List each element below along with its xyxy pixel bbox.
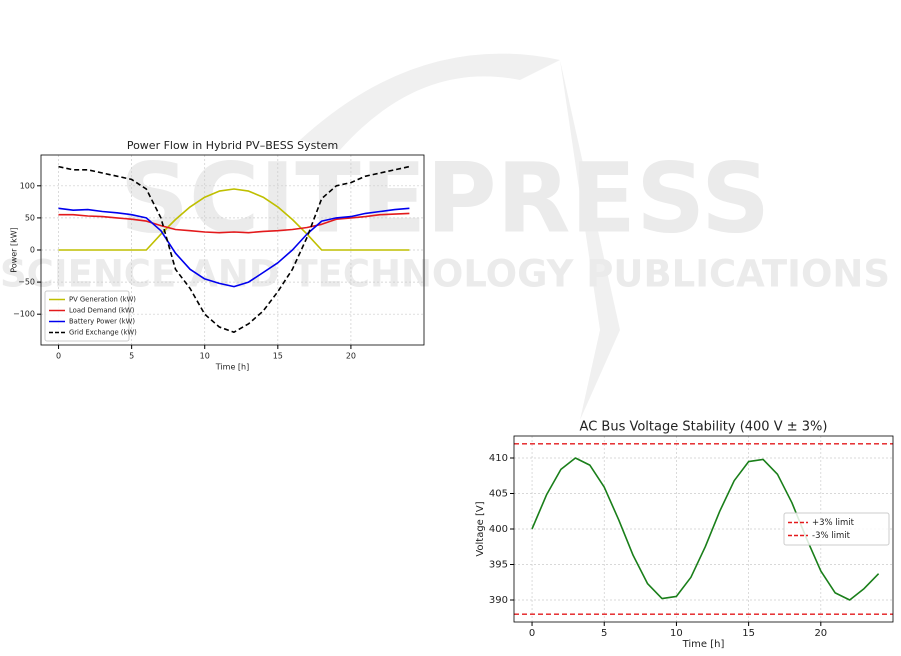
watermark-subtitle: SCIENCE AND TECHNOLOGY PUBLICATIONS — [0, 253, 890, 296]
series-line — [58, 165, 410, 333]
y-tick-label: 395 — [489, 559, 508, 570]
y-axis-label: Power [kW] — [9, 227, 18, 273]
legend-label: Load Demand (kW) — [69, 307, 135, 315]
series-line — [531, 457, 880, 601]
legend: +3% limit -3% limit — [783, 512, 890, 546]
series-line — [58, 212, 410, 234]
y-tick-label: 50 — [25, 213, 35, 222]
plot-frame — [513, 435, 894, 623]
watermark-logo — [560, 60, 620, 420]
x-tick-label: 5 — [601, 628, 607, 639]
watermark-title: SCITEPRESS — [120, 142, 770, 254]
plot-frame — [40, 154, 425, 346]
legend-label: +3% limit — [812, 518, 855, 528]
watermark: SCITEPRESS SCIENCE AND TECHNOLOGY PUBLIC… — [0, 53, 890, 420]
legend-label: -3% limit — [812, 531, 851, 541]
legend-label: Grid Exchange (kW) — [69, 329, 137, 337]
x-tick-label: 10 — [670, 628, 683, 639]
series-line — [58, 207, 410, 288]
series-line — [58, 188, 410, 251]
legend-label: Battery Power (kW) — [69, 318, 135, 326]
watermark-logo — [300, 53, 560, 150]
y-tick-label: 405 — [489, 489, 508, 500]
y-tick-label: 390 — [489, 595, 508, 606]
chart-title: AC Bus Voltage Stability (400 V ± 3%) — [580, 420, 828, 435]
y-tick-label: 410 — [489, 453, 508, 464]
x-tick-label: 0 — [56, 352, 61, 361]
chart-title: Power Flow in Hybrid PV–BESS System — [127, 139, 338, 152]
legend-box — [783, 512, 890, 546]
x-tick-label: 20 — [814, 628, 827, 639]
x-tick-label: 10 — [200, 352, 210, 361]
x-axis-label: Time [h] — [682, 639, 725, 650]
x-tick-label: 0 — [529, 628, 535, 639]
x-axis-label: Time [h] — [215, 363, 249, 372]
x-tick-label: 15 — [273, 352, 283, 361]
y-axis-label: Voltage [V] — [475, 501, 486, 556]
y-tick-label: −100 — [13, 310, 35, 319]
legend-box — [44, 290, 130, 342]
legend-label: PV Generation (kW) — [69, 296, 136, 304]
x-tick-label: 20 — [346, 352, 356, 361]
chart: 0 5 10 15 20 390 395 400 405 410 AC Bus Voltage St… — [475, 420, 894, 650]
chart: 0 5 10 15 20 −100 −50 0 50 100 Power Flow in Hybri… — [9, 139, 425, 372]
x-tick-label: 15 — [742, 628, 755, 639]
y-tick-label: 100 — [20, 181, 35, 190]
y-tick-label: 0 — [30, 246, 35, 255]
y-tick-label: 400 — [489, 524, 508, 535]
y-tick-label: −50 — [18, 278, 35, 287]
legend: PV Generation (kW) Load Demand (kW) Batter… — [44, 290, 137, 342]
x-tick-label: 5 — [129, 352, 134, 361]
